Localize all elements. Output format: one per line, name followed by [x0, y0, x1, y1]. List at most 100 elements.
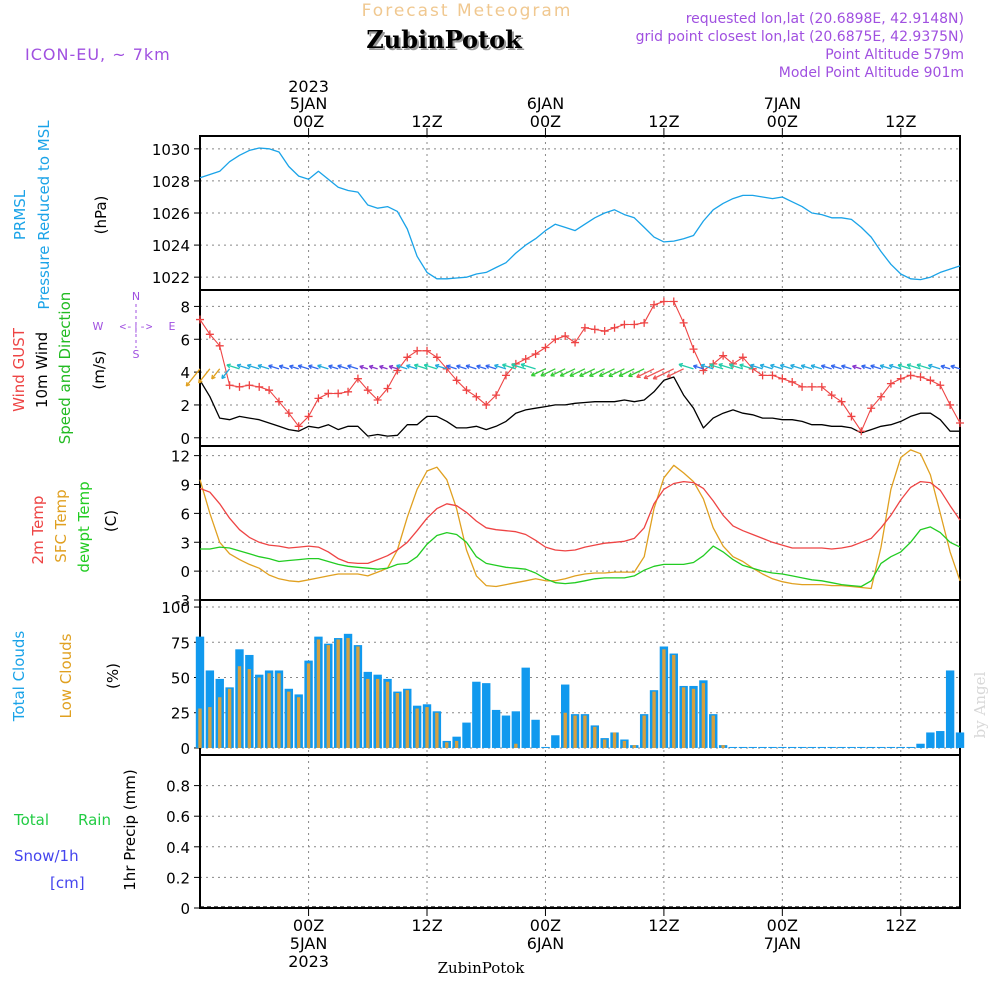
wind-dir-arrowhead — [388, 364, 394, 370]
wind-dir-arrow — [628, 368, 645, 377]
panel-5: 0 0.2 0.4 0.6 0.8 — [166, 754, 961, 918]
ytick-label: 50 — [171, 670, 190, 688]
low-cloud-bar — [662, 649, 666, 748]
ytick-label: 0 — [180, 900, 190, 918]
total-cloud-bar — [472, 681, 481, 748]
wind-dir-arrowhead — [810, 364, 816, 369]
total-cloud-bar — [195, 636, 205, 748]
wind-dir-arrowhead — [636, 373, 641, 379]
total-cloud-bar — [778, 746, 787, 748]
wind-dir-arrow — [379, 365, 388, 370]
gust-marker — [492, 391, 501, 400]
low-cloud-bar — [208, 707, 212, 748]
wind-dir-arrowhead — [618, 372, 624, 377]
wind-dir-arrow — [226, 364, 240, 370]
gust-marker — [837, 397, 846, 406]
wind-dir-arrowhead — [709, 363, 714, 369]
gust-marker — [590, 325, 599, 334]
gust-marker — [738, 353, 747, 362]
wind-dir-arrowhead — [337, 364, 342, 369]
wind-dir-arrow — [446, 365, 457, 370]
wind-dir-arrowhead — [830, 364, 836, 369]
wind-dir-arrowhead — [540, 372, 545, 377]
wind-dir-arrowhead — [278, 364, 284, 370]
gust-marker — [886, 379, 895, 388]
total-cloud-bar — [827, 746, 836, 748]
gust-marker — [620, 320, 629, 329]
gust-marker — [274, 397, 283, 406]
wind-dir-arrowhead — [888, 363, 894, 369]
closest-coords: grid point closest lon,lat (20.6875E, 42… — [636, 29, 964, 45]
gust-marker — [462, 386, 471, 395]
wind-dir-arrow — [494, 364, 507, 370]
ytick-label: 0 — [180, 430, 190, 448]
ytick-label: 6 — [180, 505, 190, 523]
wind-dir-arrow — [308, 365, 319, 370]
gust-marker — [482, 400, 491, 409]
model-altitude: Model Point Altitude 901m — [779, 65, 964, 81]
p5-label-unit: 1hr Precip (mm) — [121, 769, 139, 890]
station-title: ZubinPotok — [366, 25, 523, 54]
total-cloud-bar — [886, 746, 896, 748]
gust-marker — [353, 374, 362, 383]
bottom-time-label: 00Z — [530, 916, 561, 935]
wind-dir-arrow — [198, 368, 211, 384]
low-cloud-bar — [573, 715, 577, 748]
total-cloud-bar — [748, 746, 757, 748]
wind-dir-arrow — [465, 365, 477, 370]
panel-2: 0 2 4 6 8 — [180, 289, 961, 448]
top-date-label: 5JAN — [290, 94, 328, 113]
gust-marker — [373, 396, 382, 405]
total-cloud-bar — [511, 711, 521, 748]
wind-dir-arrow — [750, 364, 763, 370]
p4-label-unit: (%) — [104, 663, 122, 689]
p1-label-unit: (hPa) — [92, 196, 110, 235]
total-cloud-bar — [906, 746, 915, 748]
wind-dir-arrow — [511, 363, 526, 370]
top-time-label: 00Z — [767, 112, 798, 131]
gust-marker — [798, 382, 807, 391]
wind-dir-arrowhead — [465, 364, 471, 369]
compass-w: W — [93, 320, 104, 333]
wind-dir-arrowhead — [221, 374, 226, 380]
low-cloud-bar — [701, 683, 706, 748]
total-cloud-bar — [551, 735, 560, 748]
wind-dir-arrow — [780, 364, 793, 370]
wind-dir-arrowhead — [434, 363, 440, 369]
wind-dir-arrow — [801, 364, 813, 370]
wind-dir-arrow — [485, 365, 497, 370]
wind-dir-arrow — [841, 365, 852, 370]
wind-dir-arrowhead — [739, 363, 744, 369]
bottom-time-label: 00Z — [767, 916, 798, 935]
total-cloud-bar — [728, 746, 738, 748]
p4-label-total: Total Clouds — [10, 631, 28, 723]
total-cloud-bar — [945, 670, 955, 748]
wind-dir-arrow — [406, 364, 418, 370]
ytick-label: 0 — [180, 563, 190, 581]
wind-dir-arrow — [435, 364, 447, 370]
gust-marker — [314, 394, 323, 403]
wind-dir-arrowhead — [861, 364, 866, 370]
gust-marker — [235, 382, 244, 391]
ytick-label: 0.6 — [166, 808, 190, 826]
gust-marker — [196, 315, 204, 324]
wind-dir-arrow — [560, 368, 576, 377]
total-cloud-bar — [768, 746, 777, 748]
wind-dir-arrow — [880, 364, 892, 370]
wind-dir-arrowhead — [198, 378, 203, 384]
wind-dir-arrow — [531, 368, 546, 377]
gust-marker — [758, 371, 767, 380]
gust-marker — [956, 419, 964, 428]
wind-dir-arrowhead — [779, 363, 785, 369]
gust-marker — [501, 371, 510, 380]
wind-dir-arrow — [388, 365, 398, 370]
ytick-label: 75 — [171, 634, 190, 652]
wind-dir-arrow — [739, 364, 753, 370]
low-cloud-bar — [454, 740, 459, 748]
wind-dir-arrow — [831, 365, 842, 370]
total-cloud-bar — [521, 667, 530, 748]
low-cloud-bar — [287, 691, 291, 748]
ytick-label: 100 — [161, 599, 190, 617]
gust-marker — [926, 376, 935, 385]
wind-dir-arrowhead — [916, 363, 922, 369]
